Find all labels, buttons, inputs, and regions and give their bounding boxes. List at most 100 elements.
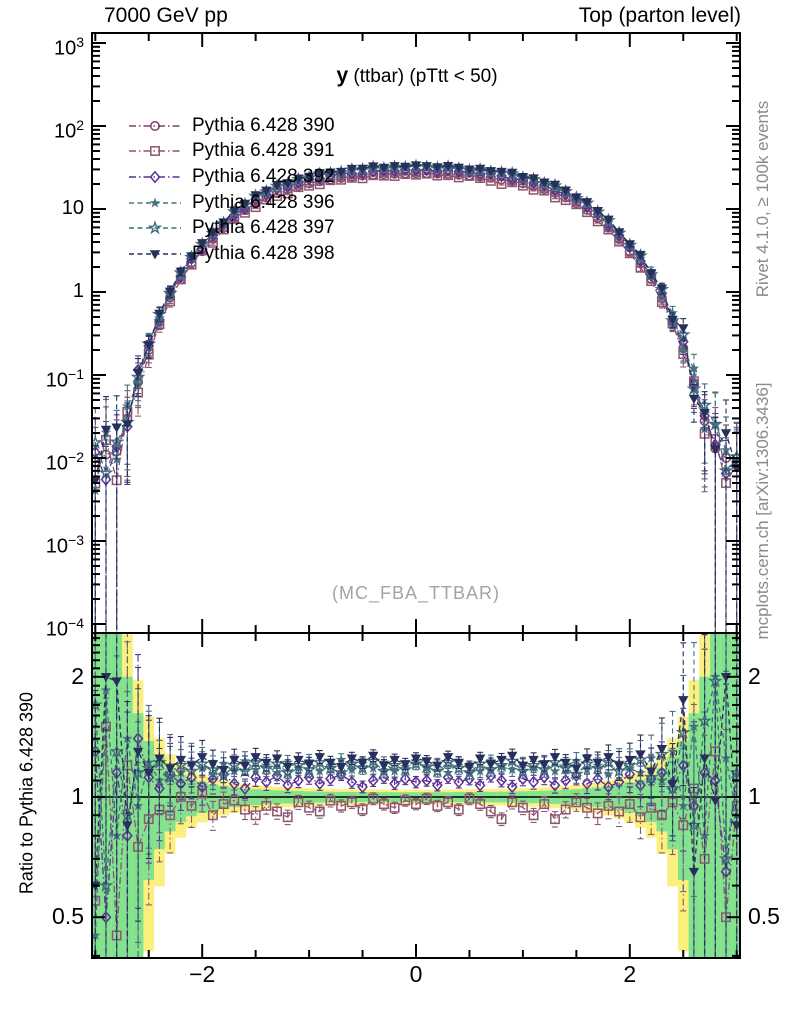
triangle-down-marker — [111, 423, 122, 433]
star-open-marker — [387, 757, 402, 772]
main-panel-series — [92, 158, 740, 633]
triangle-down-marker — [699, 754, 710, 764]
triangle-down-marker — [592, 206, 603, 217]
triangle-down-marker — [357, 164, 368, 174]
diamond-marker — [196, 780, 208, 794]
triangle-down-marker — [250, 191, 261, 201]
diamond-marker — [282, 778, 294, 792]
triangle-down-marker — [474, 164, 486, 174]
triangle-down-marker — [442, 161, 454, 172]
star-marker — [506, 764, 518, 775]
triangle-down-marker — [229, 755, 240, 766]
triangle-down-marker — [378, 761, 390, 771]
triangle-down-marker — [624, 240, 635, 250]
diamond-marker — [357, 780, 368, 794]
triangle-down-marker — [143, 768, 154, 779]
square-marker — [550, 192, 560, 203]
legend-label: Pythia 6.428 398 — [192, 242, 335, 264]
triangle-down-marker — [389, 755, 400, 766]
triangle-down-marker — [335, 167, 347, 178]
star-open-marker — [291, 757, 306, 772]
rivet-version-caption: Rivet 4.1.0, ≥ 100k events — [753, 100, 772, 298]
x-tick-label: −2 — [189, 961, 216, 987]
square-marker — [240, 804, 250, 815]
star-marker — [677, 344, 689, 355]
triangle-down-marker — [645, 269, 657, 279]
triangle-down-marker — [453, 758, 464, 768]
triangle-down-marker — [581, 754, 593, 764]
square-marker — [571, 797, 582, 808]
legend-label: Pythia 6.428 392 — [192, 165, 335, 187]
triangle-down-marker — [592, 758, 603, 768]
triangle-down-marker — [699, 409, 710, 419]
square-marker — [389, 802, 400, 813]
star-open-marker — [697, 397, 713, 412]
triangle-down-marker — [528, 755, 539, 766]
triangle-down-marker — [410, 754, 422, 764]
triangle-down-marker — [368, 751, 379, 761]
square-marker — [186, 800, 197, 811]
square-marker — [282, 188, 293, 199]
triangle-down-marker — [603, 215, 614, 225]
star-open-marker — [280, 765, 296, 780]
star-marker — [474, 765, 486, 776]
diamond-marker — [506, 780, 518, 794]
triangle-down-marker — [154, 309, 165, 319]
square-marker — [603, 800, 614, 811]
triangle-down-marker — [346, 754, 358, 764]
triangle-down-marker — [207, 760, 219, 770]
square-marker — [293, 797, 304, 808]
star-marker — [442, 767, 454, 778]
square-marker — [368, 793, 379, 804]
triangle-down-marker — [207, 228, 219, 238]
legend-item: Pythia 6.428 398 — [128, 241, 335, 267]
triangle-down-marker — [720, 429, 732, 439]
star-marker — [100, 684, 112, 695]
triangle-down-marker — [667, 779, 678, 790]
square-marker — [635, 812, 646, 823]
square-marker — [475, 799, 486, 810]
diamond-marker — [410, 775, 422, 789]
star-open-marker — [109, 434, 125, 449]
main-y-tick-label: 1 — [72, 280, 84, 302]
x-tick-label: 2 — [623, 961, 637, 987]
circle-marker — [150, 120, 160, 131]
triangle-down-marker — [154, 754, 165, 764]
legend-item: Pythia 6.428 392 — [128, 164, 335, 190]
legend-marker-sample — [129, 146, 181, 157]
triangle-down-marker — [149, 249, 161, 260]
square-marker — [165, 810, 176, 821]
star-open-marker — [98, 877, 114, 892]
triangle-down-marker — [175, 755, 187, 766]
diamond-marker — [474, 778, 486, 792]
diamond-marker — [325, 772, 336, 786]
star-marker — [603, 768, 614, 779]
triangle-down-marker — [581, 198, 593, 208]
ratio-uncertainty-bands — [92, 633, 740, 958]
square-marker — [400, 795, 411, 806]
square-marker — [432, 800, 443, 811]
triangle-down-marker — [186, 252, 197, 262]
star-open-marker — [568, 766, 584, 781]
diamond-marker — [592, 772, 604, 786]
square-marker — [336, 800, 347, 811]
plot-title-observable: y — [336, 64, 349, 87]
legend-item: Pythia 6.428 390 — [128, 113, 335, 139]
triangle-down-marker — [314, 753, 325, 763]
triangle-down-marker — [400, 760, 411, 770]
star-open-marker — [419, 758, 435, 774]
star-open-marker — [130, 765, 146, 780]
triangle-down-marker — [271, 181, 283, 191]
square-marker — [250, 202, 261, 213]
square-marker — [485, 806, 496, 817]
star-open-marker — [494, 757, 509, 772]
star-marker — [421, 762, 432, 773]
triangle-down-marker — [549, 753, 561, 763]
triangle-down-marker — [122, 420, 133, 430]
mcplots-reference-caption: mcplots.cern.ch [arXiv:1306.3436] — [753, 382, 772, 640]
triangle-down-marker — [271, 754, 283, 764]
triangle-down-marker — [656, 745, 668, 755]
triangle-down-marker — [132, 368, 144, 379]
star-open-marker — [622, 757, 638, 772]
triangle-down-marker — [571, 764, 582, 774]
